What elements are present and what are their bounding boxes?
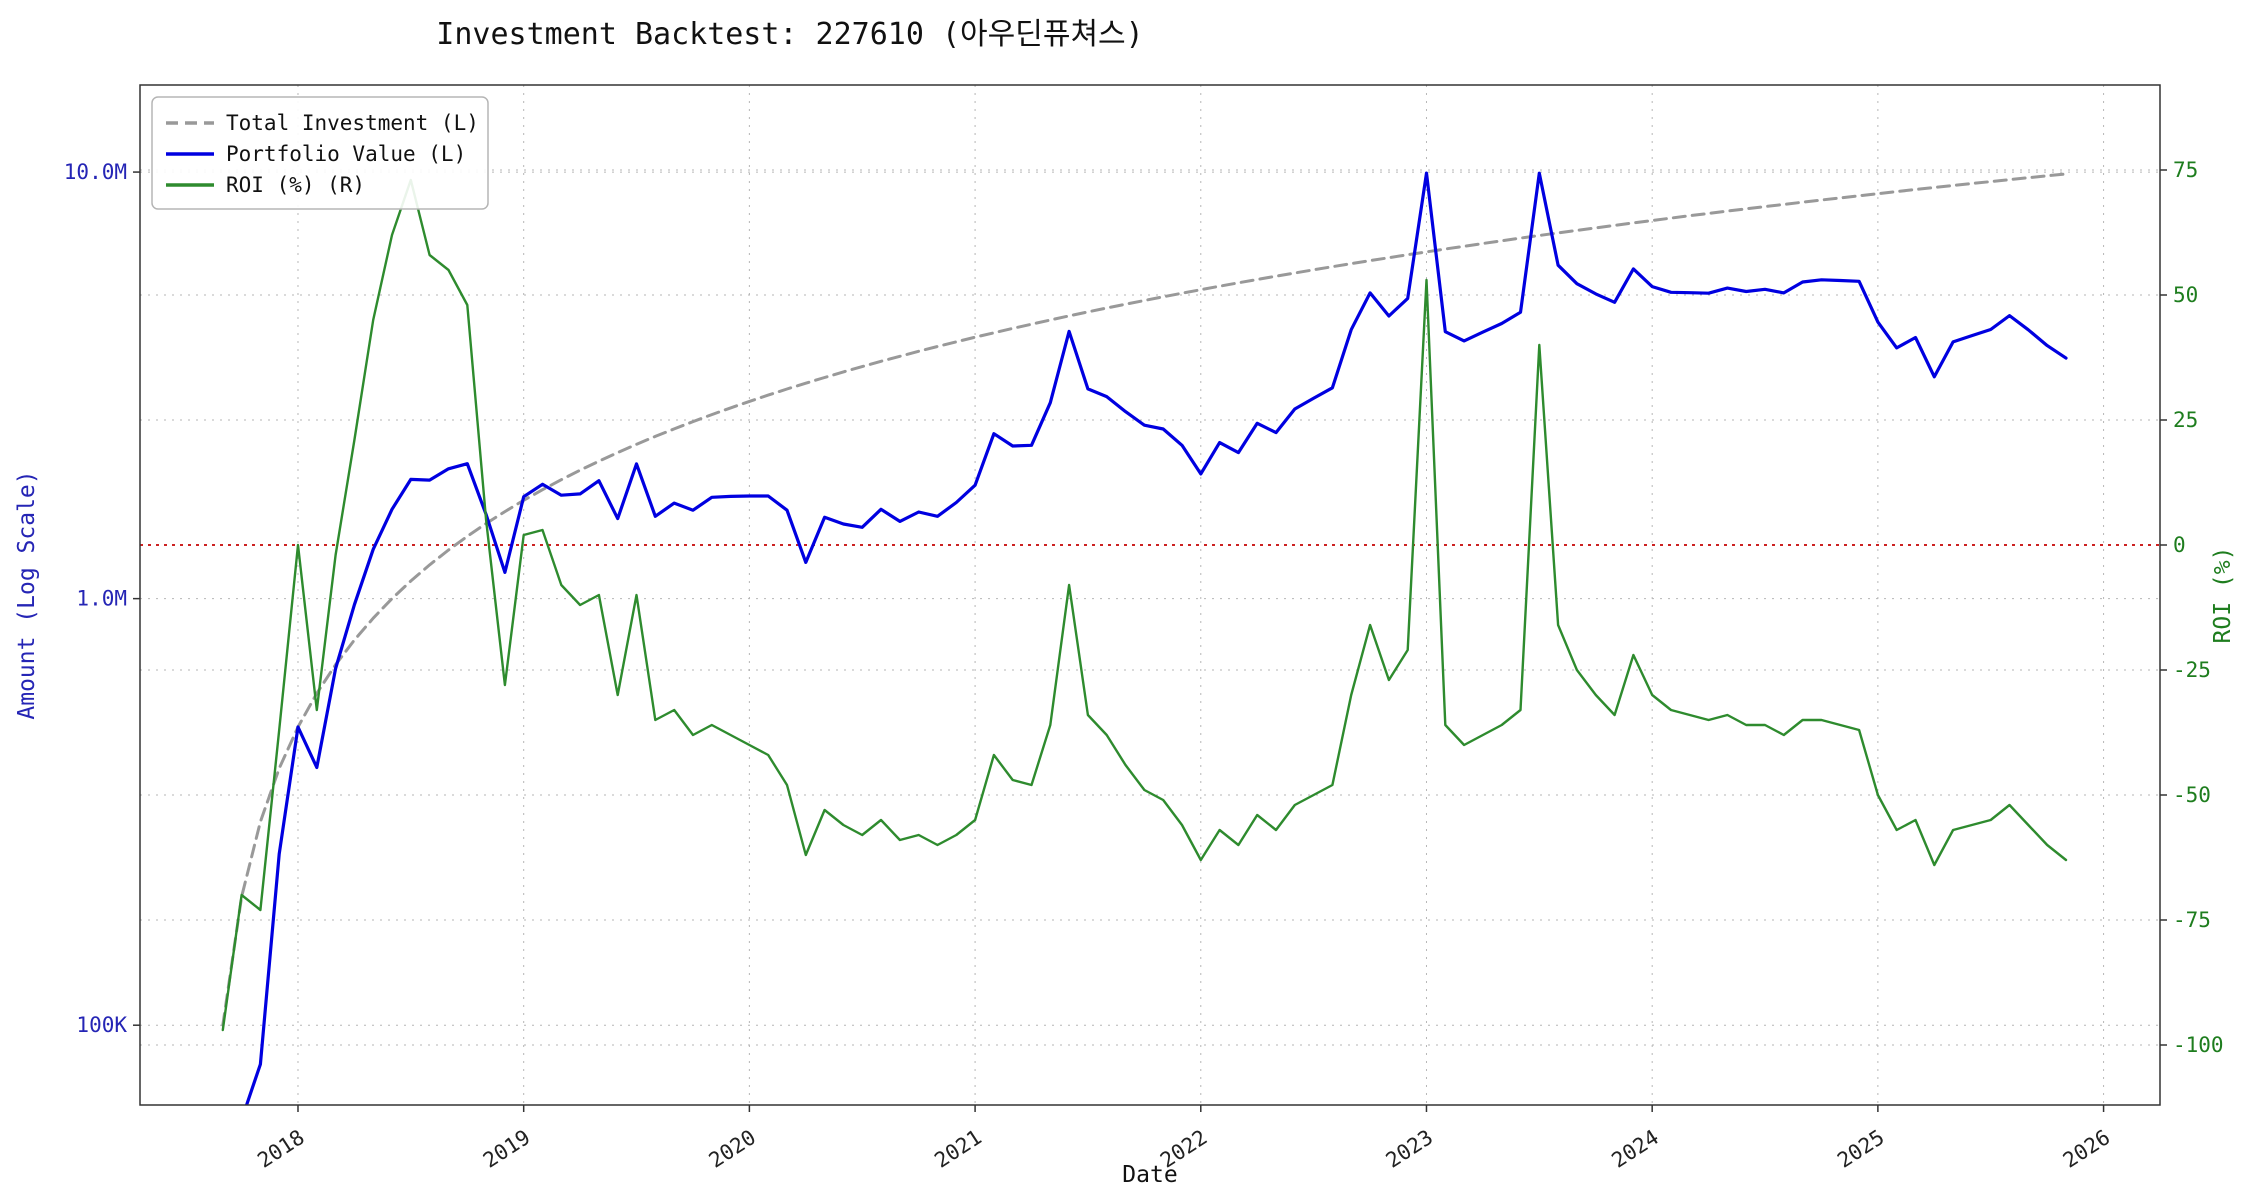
y-tick-label-left: 10.0M [64, 160, 127, 184]
y-axis-label-right: ROI (%) [2210, 547, 2236, 644]
legend: Total Investment (L) Portfolio Value (L) R… [151, 96, 489, 210]
y-tick-label-right: -75 [2173, 908, 2211, 932]
y-tick-label-right: -25 [2173, 658, 2211, 682]
y-tick-label-right: 25 [2173, 408, 2198, 432]
y-tick-label-right: -50 [2173, 783, 2211, 807]
roi-line [221, 178, 2068, 1032]
y-tick-label-right: -100 [2173, 1033, 2224, 1057]
y-tick-label-right: 75 [2173, 158, 2198, 182]
legend-box [151, 96, 489, 210]
legend-item: Portfolio Value (L) [166, 142, 466, 166]
portfolio-value-line [244, 171, 2068, 1105]
y-axis-label-left: Amount (Log Scale) [14, 470, 40, 719]
chart-title: Investment Backtest: 227610 (아우딘퓨쳐스) [436, 17, 1143, 52]
series-lines [221, 171, 2068, 1105]
y-tick-label-left: 1.0M [76, 587, 127, 611]
x-axis-label: Date [1122, 1162, 1177, 1188]
total-investment-line [221, 172, 2068, 1027]
y-tick-label-left: 100K [76, 1013, 127, 1037]
axis-ticks [133, 169, 2167, 1112]
y-tick-label-right: 0 [2173, 533, 2186, 557]
y-tick-labels-left: 10.0M 1.0M 100K [64, 160, 128, 1037]
y-tick-label-right: 50 [2173, 283, 2198, 307]
legend-label: Portfolio Value (L) [226, 142, 466, 166]
legend-label: ROI (%) (R) [226, 173, 365, 197]
legend-item: Total Investment (L) [166, 111, 479, 135]
plot-border [139, 84, 2161, 1106]
legend-label: Total Investment (L) [226, 111, 479, 135]
y-tick-labels-right: 75 50 25 0 -25 -50 -75 -100 [2173, 158, 2224, 1057]
legend-item: ROI (%) (R) [166, 173, 365, 197]
